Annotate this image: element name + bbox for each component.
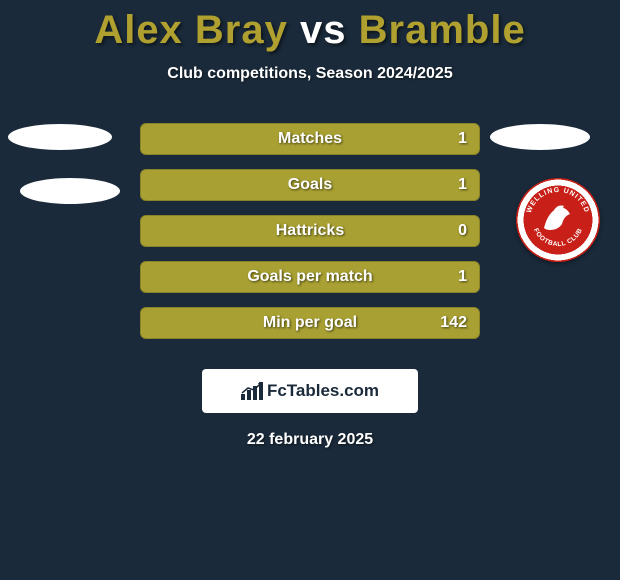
subtitle: Club competitions, Season 2024/2025 [0,65,620,83]
stat-value: 142 [440,314,467,332]
stat-row-matches: Matches 1 [140,123,480,155]
stat-row-goals: Goals 1 [140,169,480,201]
bar-chart-icon [241,382,263,400]
branding-text: FcTables.com [267,381,379,401]
stat-label: Goals [288,176,332,194]
stat-value: 1 [458,268,467,286]
stat-row-hattricks: Hattricks 0 [140,215,480,247]
stat-value: 1 [458,130,467,148]
decoration-ellipse-left-2 [20,178,120,204]
stat-row-goals-per-match: Goals per match 1 [140,261,480,293]
club-badge: WELLING UNITED FOOTBALL CLUB [516,178,600,262]
date-text: 22 february 2025 [0,431,620,449]
stat-label: Min per goal [263,314,357,332]
stat-row-min-per-goal: Min per goal 142 [140,307,480,339]
title-player1: Alex Bray [94,8,288,52]
decoration-ellipse-right [490,124,590,150]
stat-value: 1 [458,176,467,194]
club-badge-svg: WELLING UNITED FOOTBALL CLUB [516,178,600,262]
stat-value: 0 [458,222,467,240]
title-vs: vs [300,8,347,52]
page-title: Alex Bray vs Bramble [0,0,620,53]
decoration-ellipse-left-1 [8,124,112,150]
title-player2: Bramble [359,8,526,52]
svg-text:FOOTBALL CLUB: FOOTBALL CLUB [532,227,584,248]
stat-label: Matches [278,130,342,148]
branding-box[interactable]: FcTables.com [202,369,418,413]
stat-label: Hattricks [276,222,344,240]
stat-label: Goals per match [247,268,372,286]
